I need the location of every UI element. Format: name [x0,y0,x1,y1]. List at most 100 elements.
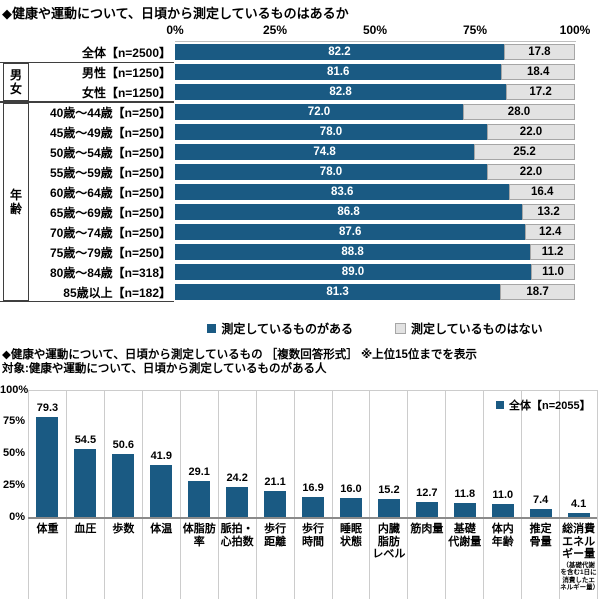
stacked-bar-row: 40歳～44歳【n=250】 72.0 28.0 [0,102,600,122]
bar-track: 88.8 11.2 [175,244,575,260]
bar-segment-yes: 82.8 [175,84,507,100]
chart-column: 21.1 歩行 距離 [255,391,294,599]
row-group-label: 男女 [3,63,29,101]
bar-segment-no: 12.4 [525,224,575,240]
bar-track: 82.8 17.2 [175,84,575,100]
bar-value: 50.6 [112,438,135,451]
bar-value: 79.3 [36,402,59,415]
chart-column: 29.1 体脂肪率 [179,391,218,599]
top-axis-line [175,41,576,42]
bar-segment-yes: 82.2 [175,44,504,60]
bar-segment-yes: 72.0 [175,104,463,120]
row-label: 50歳～54歳【n=250】 [49,145,171,160]
category-label: 内臓 脂肪 レベル [372,523,406,560]
category-label: 推定 骨量 [529,523,552,548]
bar-segment-yes: 81.3 [175,284,501,300]
bar [188,481,211,518]
bar-segment-yes: 87.6 [175,224,526,240]
stacked-bar-row: 65歳～69歳【n=250】 86.8 13.2 [0,202,600,222]
bar-track: 74.8 25.2 [175,144,575,160]
stacked-bar-row: 45歳～49歳【n=250】 78.0 22.0 [0,122,600,142]
row-group-label-char: 齢 [9,202,22,216]
stacked-bar-row: 55歳～59歳【n=250】 78.0 22.0 [0,162,600,182]
chart-column: 12.7 筋肉量 [407,391,445,599]
category-note: （基礎代謝を含む1日に消費したエネルギー量） [560,561,600,592]
chart-column: 16.0 睡眠 状態 [331,391,370,599]
bar-track: 78.0 22.0 [175,164,575,180]
row-label: 男性【n=1250】 [81,65,171,80]
row-label: 85歳以上【n=182】 [63,285,171,300]
bar [264,491,287,518]
legend-swatch [496,401,504,409]
bar-value: 7.4 [533,493,549,506]
bottom-legend-label: 全体【n=2055】 [509,400,591,412]
bar-track: 86.8 13.2 [175,204,575,220]
x-axis-tick: 75% [462,23,488,37]
vertical-bar-chart: 79.3 体重 54.5 血圧 50.6 歩数 41.9 体温 29.1 体脂肪率 24.2 脈拍・心… [28,390,600,599]
bar-segment-yes: 78.0 [175,124,487,140]
bar-track: 83.6 16.4 [175,184,575,200]
legend-swatch [395,323,406,334]
stacked-bar-row: 70歳～74歳【n=250】 87.6 12.4 [0,222,600,242]
stacked-bar-row: 全体【n=2500】 82.2 17.8 [0,42,600,62]
category-label: 体温 [150,523,173,535]
row-group-label-char: 男 [9,68,22,82]
row-group-label-char: 年 [9,188,22,202]
bar-segment-no: 11.0 [531,264,575,280]
bar-segment-no: 28.0 [463,104,575,120]
bar-value: 15.2 [378,483,400,496]
bar-value: 41.9 [150,449,172,462]
bar-segment-no: 16.4 [509,184,575,200]
stacked-bar-row: 女性【n=1250】 82.8 17.2 [0,82,600,102]
chart-column: 50.6 歩数 [103,391,142,599]
row-label: 45歳～49歳【n=250】 [49,125,171,140]
y-axis-tick: 25% [2,478,25,491]
bar-segment-no: 17.8 [503,44,575,60]
bar-value: 12.7 [416,486,438,499]
stacked-bar-row: 85歳以上【n=182】 81.3 18.7 [0,282,600,302]
bar-segment-no: 11.2 [530,244,575,260]
chart-column: 4.1 総消費 エネル ギー量 （基礎代謝を含む1日に消費したエネルギー量） [559,391,600,599]
bar [339,497,362,518]
category-label: 総消費 エネル ギー量 （基礎代謝を含む1日に消費したエネルギー量） [560,523,600,592]
chart-column: 11.0 体内 年齢 [483,391,521,599]
row-group-band: 年齢 [0,102,174,302]
bar-segment-no: 13.2 [522,204,575,220]
row-label: 65歳～69歳【n=250】 [49,205,171,220]
row-group-band: 男女 [0,62,174,102]
y-axis-tick: 100% [0,383,29,396]
bar-segment-yes: 86.8 [175,204,523,220]
y-axis-tick: 0% [9,510,25,523]
stacked-bar-row: 60歳～64歳【n=250】 83.6 16.4 [0,182,600,202]
row-group-label: 年齢 [3,103,29,301]
bar-value: 29.1 [188,466,210,479]
stacked-bar-row: 50歳～54歳【n=250】 74.8 25.2 [0,142,600,162]
top-chart-title: ◆健康や運動について、日頃から測定しているものはあるか [2,6,349,21]
bar [567,512,590,518]
chart-column: 24.2 脈拍・ 心拍数 [217,391,256,599]
bar-value: 11.8 [454,488,476,501]
category-label: 歩行 時間 [302,523,325,548]
bar-track: 89.0 11.0 [175,264,575,280]
chart-column: 7.4 推定 骨量 [521,391,559,599]
bar-segment-no: 18.4 [501,64,575,80]
row-label: 40歳～44歳【n=250】 [49,105,171,120]
bar-segment-no: 22.0 [487,164,575,180]
bar-value: 16.0 [340,482,362,495]
chart-column: 41.9 体温 [141,391,180,599]
bar-value: 4.1 [570,497,587,510]
row-label: 70歳～74歳【n=250】 [49,225,171,240]
row-label: 55歳～59歳【n=250】 [49,165,171,180]
stacked-bar-row: 男性【n=1250】 81.6 18.4 [0,62,600,82]
bar-track: 81.6 18.4 [175,64,575,80]
bar-value: 21.1 [264,476,286,489]
stacked-bar-chart: 全体【n=2500】 82.2 17.8 男性【n=1250】 81.6 18.4 女性【n… [0,42,600,302]
bar-value: 24.2 [226,472,248,485]
bar-track: 78.0 22.0 [175,124,575,140]
y-axis-tick: 75% [2,415,25,428]
top-legend: 測定しているものがある 測定しているものはない [175,320,575,337]
bar [415,501,438,518]
bar [150,464,173,518]
bar [226,487,249,518]
